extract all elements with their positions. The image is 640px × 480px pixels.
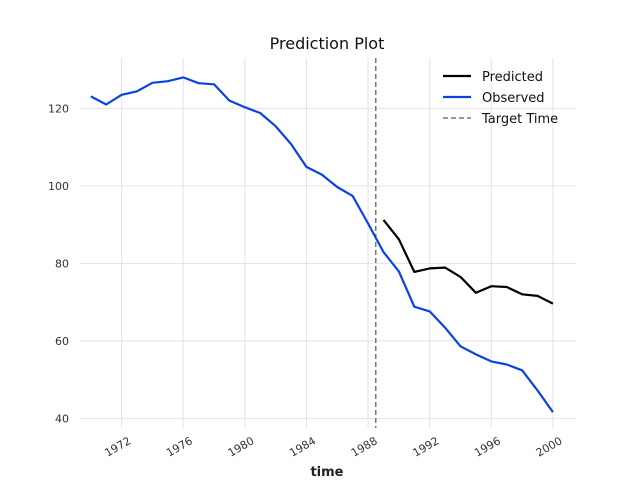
x-tick-label-1976: 1976 — [164, 434, 195, 459]
legend-label-predicted: Predicted — [482, 70, 543, 85]
legend-label-observed: Observed — [482, 91, 545, 106]
x-tick-label-1984: 1984 — [287, 434, 318, 459]
legend-label-target-time: Target Time — [481, 112, 558, 127]
series-lines — [90, 76, 554, 413]
x-tick-label-1988: 1988 — [349, 434, 380, 459]
x-tick-label-1972: 1972 — [102, 434, 133, 459]
x-tick-label-1992: 1992 — [411, 434, 442, 459]
x-axis-label: time — [310, 465, 343, 480]
predicted-line — [382, 219, 554, 305]
x-tick-label-1996: 1996 — [472, 434, 503, 459]
legend: Predicted Observed Target Time — [443, 70, 558, 127]
y-tick-label-60: 60 — [55, 335, 69, 348]
grid — [80, 58, 576, 428]
x-tick-label-2000: 2000 — [534, 434, 565, 459]
observed-line — [90, 76, 554, 413]
y-tick-label-40: 40 — [55, 412, 69, 425]
x-tick-label-1980: 1980 — [226, 434, 257, 459]
tick-labels: 1972 1976 1980 1984 1988 1992 1996 2000 40 60 80 10… — [48, 102, 565, 459]
y-tick-label-80: 80 — [55, 257, 69, 270]
chart-title: Prediction Plot — [270, 34, 385, 53]
y-tick-label-100: 100 — [48, 180, 69, 193]
y-tick-label-120: 120 — [48, 102, 69, 115]
